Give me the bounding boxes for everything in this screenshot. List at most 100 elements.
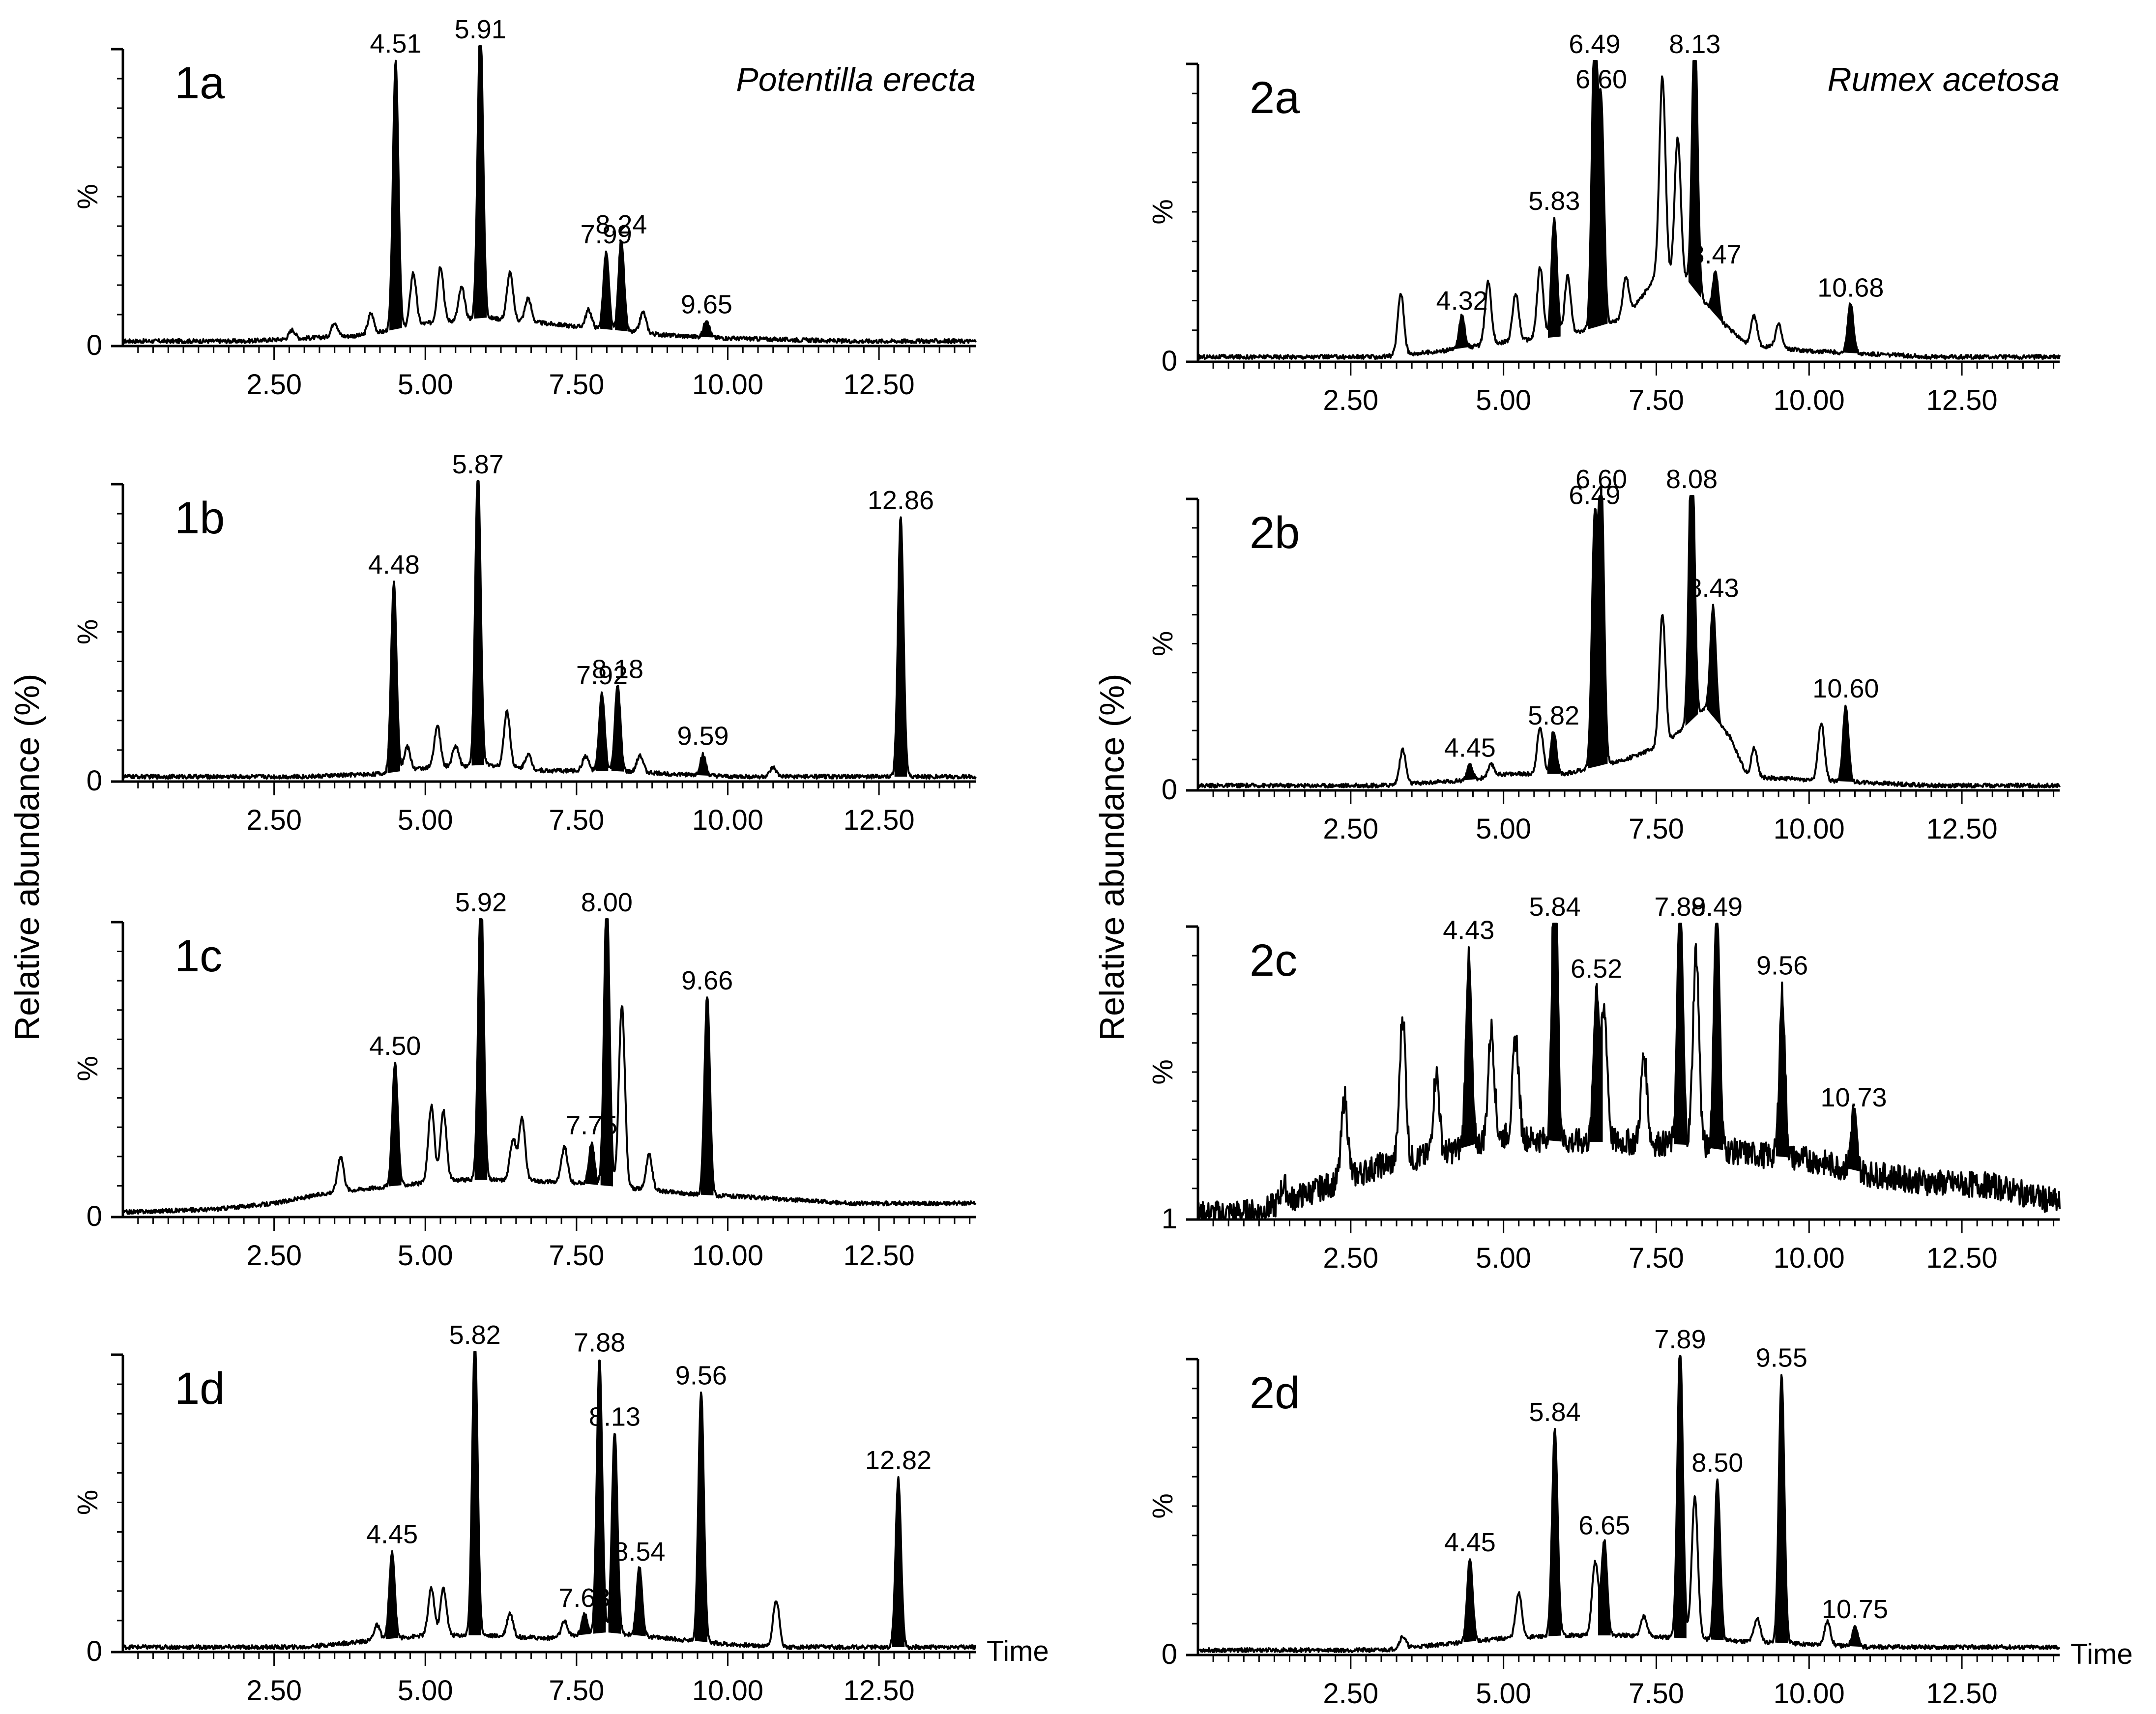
x-tick-label: 7.50 (549, 1240, 604, 1272)
x-tick-label: 5.00 (1476, 384, 1531, 416)
y-percent-label: % (72, 184, 104, 209)
panel-id-1c: 1c (175, 931, 222, 981)
x-tick-label: 10.00 (692, 1240, 763, 1272)
y-tick-label: 1 (1162, 1203, 1177, 1235)
peak-label-7.63: 7.63 (558, 1583, 610, 1613)
x-tick-label: 10.00 (1774, 1242, 1845, 1274)
y-percent-label: % (1147, 1493, 1179, 1519)
peak-label-6.49: 6.49 (1569, 481, 1620, 510)
peak-fill-5.92 (474, 919, 488, 1180)
x-axis-label-time: Time (2070, 1638, 2133, 1670)
x-tick-label: 7.50 (1629, 813, 1684, 845)
peak-label-6.52: 6.52 (1571, 954, 1622, 984)
x-tick-label: 10.00 (1774, 384, 1845, 416)
peak-fill-7.89 (1674, 924, 1687, 1145)
peak-fill-6.60 (1595, 496, 1608, 767)
peak-fill-5.84 (1548, 924, 1561, 1142)
peak-fill-6.60 (1595, 61, 1608, 327)
peak-fill-7.92 (595, 692, 609, 771)
peak-label-10.73: 10.73 (1820, 1083, 1887, 1112)
peak-fill-7.99 (600, 251, 612, 330)
peak-fill-5.82 (468, 1352, 481, 1635)
x-tick-label: 5.00 (398, 1675, 453, 1707)
y-axis-label-right: Relative abundance (%) (1093, 673, 1131, 1041)
x-tick-label: 12.50 (1926, 384, 1998, 416)
y-tick-label: 0 (87, 1635, 102, 1667)
y-percent-label: % (72, 1056, 104, 1081)
peak-label-4.45: 4.45 (366, 1520, 418, 1549)
peak-label-7.89: 7.89 (1654, 892, 1706, 922)
peak-fill-12.82 (892, 1477, 905, 1647)
peak-fill-8.13 (1688, 61, 1701, 298)
peak-label-4.45: 4.45 (1444, 733, 1496, 762)
x-tick-label: 7.50 (549, 369, 604, 401)
chart-panel-2c: 2.50 5.00 7.50 10.00 12.50 1% 2c 4.43 5.84 6.52 7.… (1147, 892, 2061, 1274)
peak-label-8.13: 8.13 (589, 1402, 641, 1432)
chart-panel-1c: 2.50 5.00 7.50 10.00 12.50 0% 1c 4.50 5.92 7.75 8.… (72, 888, 977, 1272)
chromatogram-trace-1b (122, 480, 977, 780)
peak-fill-9.65 (700, 321, 713, 338)
x-tick-label: 5.00 (398, 369, 453, 401)
peak-fill-4.50 (389, 1062, 402, 1187)
x-tick-label: 10.00 (692, 369, 763, 401)
chromatogram-trace-2c (1197, 923, 2061, 1219)
x-tick-label: 2.50 (1323, 1678, 1378, 1710)
x-tick-label: 7.50 (1629, 384, 1684, 416)
peak-label-4.45: 4.45 (1444, 1528, 1496, 1557)
peak-label-6.65: 6.65 (1578, 1511, 1630, 1540)
peak-label-5.82: 5.82 (449, 1320, 501, 1350)
peak-fill-5.87 (471, 481, 484, 766)
x-tick-label: 2.50 (246, 804, 302, 836)
x-tick-label: 7.50 (549, 1675, 604, 1707)
peak-label-8.50: 8.50 (1691, 1448, 1743, 1478)
peak-fill-9.66 (700, 997, 714, 1195)
peak-fill-5.82 (1547, 731, 1560, 774)
chromatogram-trace-1a (122, 45, 977, 345)
x-tick-label: 12.50 (1926, 1242, 1998, 1274)
peak-fill-5.91 (474, 46, 487, 319)
x-tick-label: 7.50 (1629, 1242, 1684, 1274)
y-percent-label: % (72, 1490, 104, 1515)
peak-label-4.50: 4.50 (369, 1031, 421, 1061)
x-tick-label: 2.50 (1323, 384, 1378, 416)
panel-id-1b: 1b (175, 493, 225, 543)
peak-fill-8.08 (1685, 496, 1698, 726)
peak-fill-4.45 (1463, 1559, 1477, 1642)
peak-label-8.24: 8.24 (595, 210, 647, 239)
x-tick-label: 12.50 (844, 369, 915, 401)
peak-fill-8.13 (608, 1432, 621, 1634)
y-percent-label: % (1147, 631, 1179, 657)
peak-fill-4.51 (389, 60, 402, 331)
x-tick-label: 7.50 (549, 804, 604, 836)
peak-fill-9.56 (695, 1392, 708, 1642)
chart-panel-1a: 2.50 5.00 7.50 10.00 12.50 0% 1a 4.51 5.91 7.998.… (72, 15, 977, 401)
peak-fill-10.60 (1839, 705, 1852, 782)
x-axis-label-time: Time (987, 1635, 1049, 1667)
x-tick-label: 12.50 (844, 1675, 915, 1707)
x-tick-label: 2.50 (246, 1675, 302, 1707)
x-tick-label: 5.00 (1476, 1678, 1531, 1710)
chart-panel-2a: 2.50 5.00 7.50 10.00 12.50 0% 2a 4.32 5.83 6.49 6.… (1147, 29, 2061, 416)
peak-label-4.48: 4.48 (368, 550, 420, 580)
peak-fill-4.43 (1462, 947, 1475, 1148)
chromatogram-trace-2d (1197, 1355, 2061, 1654)
peak-label-6.60: 6.60 (1575, 465, 1627, 494)
peak-label-6.49: 6.49 (1569, 29, 1620, 59)
panel-id-2c: 2c (1250, 935, 1297, 986)
peak-label-8.43: 8.43 (1688, 573, 1739, 603)
peak-label-7.88: 7.88 (574, 1328, 625, 1357)
peak-label-7.99: 7.99 (581, 220, 632, 249)
peak-label-7.92: 7.92 (576, 661, 628, 690)
x-tick-label: 2.50 (1323, 813, 1378, 845)
peak-label-10.60: 10.60 (1812, 674, 1879, 703)
peak-label-7.75: 7.75 (566, 1111, 617, 1140)
peak-fill-5.84 (1548, 1428, 1561, 1636)
y-percent-label: % (72, 619, 104, 645)
x-tick-label: 7.50 (1629, 1678, 1684, 1710)
peak-label-9.55: 9.55 (1756, 1343, 1807, 1373)
chromatogram-trace-1d (122, 1351, 976, 1651)
peak-label-6.60: 6.60 (1575, 65, 1627, 94)
x-tick-label: 10.00 (1774, 1678, 1845, 1710)
peak-fill-9.55 (1775, 1374, 1788, 1643)
peak-fill-7.88 (593, 1359, 606, 1634)
